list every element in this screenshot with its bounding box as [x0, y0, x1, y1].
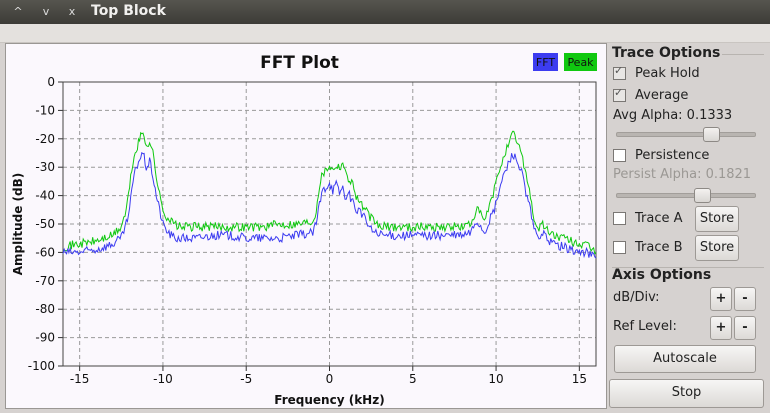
series-line-fft — [62, 151, 597, 259]
persistence-checkbox[interactable] — [613, 149, 626, 162]
persistence-row[interactable]: Persistence — [613, 148, 709, 163]
close-icon[interactable]: x — [68, 5, 76, 18]
y-tick-label: -40 — [35, 189, 55, 203]
trace-a-row[interactable]: Trace A — [613, 211, 683, 226]
y-tick-label: 0 — [47, 75, 55, 89]
trace-a-store-button[interactable]: Store — [695, 206, 739, 232]
y-tick-label: -90 — [35, 331, 55, 345]
peak-hold-label: Peak Hold — [635, 66, 700, 81]
y-tick-label: -80 — [35, 302, 55, 316]
ref-level-row: Ref Level: — [613, 319, 677, 334]
db-div-row: dB/Div: — [613, 290, 660, 305]
y-tick-label: -70 — [35, 274, 55, 288]
y-axis-label: Amplitude (dB) — [11, 173, 25, 276]
legend-label-peak: Peak — [567, 56, 594, 69]
x-tick-label: 15 — [572, 372, 587, 386]
y-tick-label: -50 — [35, 217, 55, 231]
plot-title: FFT Plot — [260, 53, 339, 73]
section-divider — [612, 267, 764, 268]
avg-alpha-slider[interactable] — [616, 127, 756, 142]
section-rule — [722, 54, 764, 55]
ref-level-minus-button[interactable]: - — [734, 316, 756, 340]
trace-b-checkbox[interactable] — [613, 241, 626, 254]
x-tick-label: 10 — [488, 372, 503, 386]
control-panel: Trace Options Peak Hold Average Avg Alph… — [608, 43, 766, 411]
fft-plot: 0 -10 -20 -30 -40 -50 -60 -70 -80 -90 -100 -15 -10 -5… — [5, 43, 607, 409]
persist-alpha-label: Persist Alpha: 0.1821 — [613, 167, 752, 182]
avg-alpha-slider-thumb[interactable] — [703, 127, 720, 142]
x-tick-label: -15 — [70, 372, 90, 386]
peak-hold-row[interactable]: Peak Hold — [613, 64, 700, 81]
peak-hold-checkbox[interactable] — [613, 64, 626, 80]
db-div-label: dB/Div: — [613, 290, 660, 305]
y-tick-label: -20 — [35, 132, 55, 146]
plot-border — [62, 81, 597, 367]
axis-options-title: Axis Options — [612, 267, 712, 283]
minimize-icon[interactable]: v — [42, 5, 50, 18]
x-tick-label: 5 — [409, 372, 417, 386]
legend-swatch-fft — [533, 53, 558, 71]
maximize-icon[interactable]: ^ — [13, 5, 23, 18]
fft-plot-svg: 0-10-20-30-40-50-60-70-80-90-100-15 -10 -5… — [11, 53, 597, 407]
autoscale-button[interactable]: Autoscale — [614, 345, 756, 373]
menu-strip — [0, 24, 770, 43]
x-axis-label: Frequency (kHz) — [274, 393, 384, 407]
x-tick-label: -10 — [153, 372, 173, 386]
legend-label-fft: FFT — [536, 56, 555, 69]
trace-a-label: Trace A — [635, 211, 683, 226]
trace-b-label: Trace B — [635, 240, 683, 255]
trace-b-store-button[interactable]: Store — [695, 235, 739, 261]
y-tick-label: -30 — [35, 160, 55, 174]
series-line-peak — [62, 130, 597, 255]
avg-alpha-label: Avg Alpha: 0.1333 — [613, 108, 733, 123]
persist-alpha-label-row: Persist Alpha: 0.1821 — [613, 167, 751, 182]
average-row[interactable]: Average — [613, 86, 689, 103]
trace-options-title: Trace Options — [612, 45, 721, 61]
persist-alpha-slider-thumb[interactable] — [694, 188, 711, 203]
y-tick-label: -100 — [28, 359, 55, 373]
db-div-minus-button[interactable]: - — [734, 287, 756, 311]
trace-b-row[interactable]: Trace B — [613, 240, 683, 255]
persist-alpha-slider[interactable] — [616, 188, 756, 203]
title-bar: ^ v x Top Block — [0, 0, 770, 24]
y-tick-label: -10 — [35, 103, 55, 117]
window-title: Top Block — [91, 3, 166, 19]
x-tick-label: 0 — [326, 372, 334, 386]
trace-a-checkbox[interactable] — [613, 212, 626, 225]
persistence-label: Persistence — [635, 148, 710, 163]
x-tick-label: -5 — [240, 372, 252, 386]
db-div-plus-button[interactable]: + — [710, 287, 732, 311]
stop-button[interactable]: Stop — [609, 379, 764, 408]
avg-alpha-label-row: Avg Alpha: 0.1333 — [613, 108, 732, 123]
average-label: Average — [635, 88, 689, 103]
y-tick-label: -60 — [35, 245, 55, 259]
average-checkbox[interactable] — [613, 86, 626, 102]
ref-level-plus-button[interactable]: + — [710, 316, 732, 340]
ref-level-label: Ref Level: — [613, 319, 677, 334]
legend-swatch-peak — [564, 53, 597, 71]
